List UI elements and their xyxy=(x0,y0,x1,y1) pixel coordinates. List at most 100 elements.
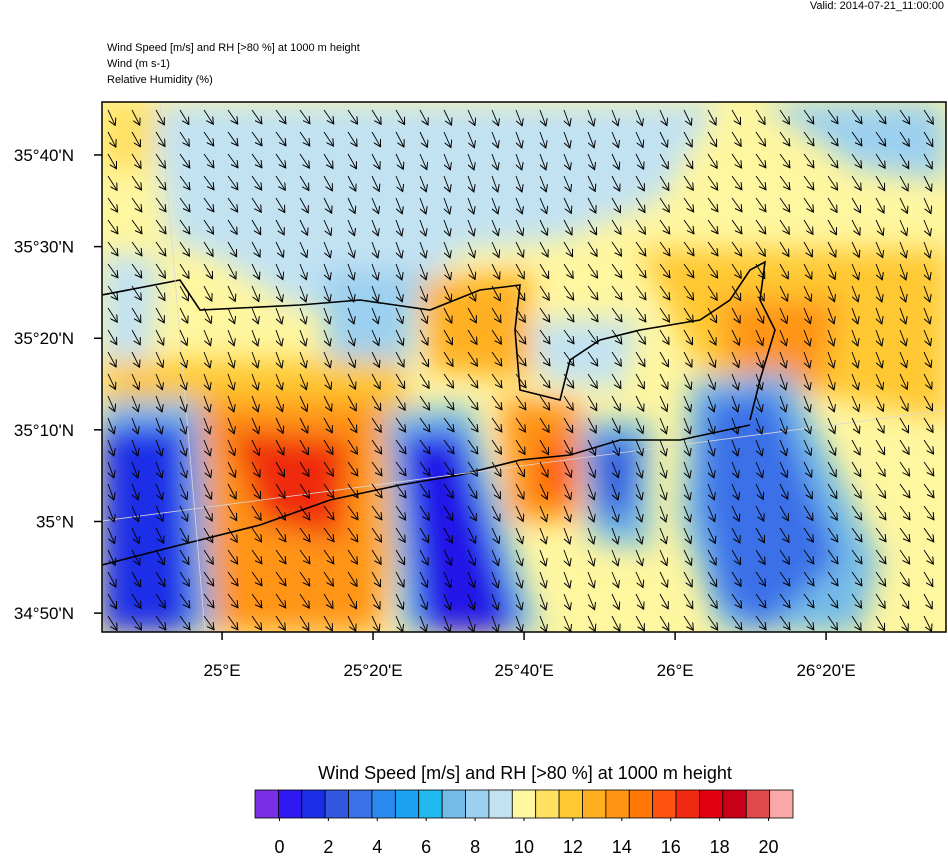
wind-arrow xyxy=(707,395,714,412)
wind-arrow xyxy=(227,373,234,390)
wind-arrow xyxy=(875,483,886,498)
wind-arrow xyxy=(827,461,836,477)
wind-arrow xyxy=(419,175,426,192)
wind-arrow xyxy=(491,571,498,588)
wind-arrow xyxy=(395,131,404,147)
wind-arrow xyxy=(659,153,668,169)
wind-arrow xyxy=(731,351,739,368)
wind-arrow xyxy=(443,263,451,280)
wind-arrow xyxy=(323,351,330,368)
wind-arrow xyxy=(923,505,934,520)
wind-arrow xyxy=(539,219,547,235)
wind-arrow xyxy=(395,307,403,324)
wind-arrow xyxy=(851,461,861,477)
wind-arrow xyxy=(683,483,690,500)
wind-arrow xyxy=(395,351,404,367)
wind-arrow xyxy=(899,461,910,476)
wind-arrow xyxy=(203,307,211,323)
wind-arrow xyxy=(275,197,285,213)
wind-arrow xyxy=(179,549,189,565)
wind-arrow xyxy=(755,549,765,564)
wind-arrow xyxy=(443,549,452,565)
wind-arrow xyxy=(275,615,285,630)
wind-arrow xyxy=(203,263,212,279)
wind-arrow xyxy=(107,373,115,389)
wind-arrow xyxy=(251,351,258,368)
wind-arrow xyxy=(539,263,549,279)
wind-arrow xyxy=(611,197,620,213)
wind-arrow xyxy=(803,175,814,190)
wind-arrow xyxy=(635,439,642,456)
wind-arrow xyxy=(587,593,595,610)
wind-arrow xyxy=(155,263,165,278)
wind-arrow xyxy=(731,285,741,301)
wind-arrow xyxy=(515,285,525,301)
wind-arrow xyxy=(563,131,570,148)
wind-arrow xyxy=(371,461,382,476)
wind-arrow xyxy=(731,175,742,190)
wind-arrow xyxy=(875,527,886,542)
colorbar-box xyxy=(441,789,466,819)
wind-arrow xyxy=(779,131,790,146)
wind-arrow xyxy=(659,329,669,344)
wind-arrow xyxy=(803,461,812,477)
wind-arrow xyxy=(803,197,813,212)
wind-arrow xyxy=(611,571,619,588)
wind-arrow xyxy=(587,395,597,411)
wind-arrow xyxy=(419,571,427,587)
wind-arrow xyxy=(803,483,812,499)
wind-arrow xyxy=(755,439,762,456)
wind-arrow xyxy=(731,483,739,500)
wind-arrow xyxy=(395,549,405,565)
wind-arrow xyxy=(515,549,522,566)
wind-arrow xyxy=(491,285,500,301)
wind-arrow xyxy=(371,241,378,258)
wind-arrow xyxy=(131,615,141,630)
wind-arrow xyxy=(683,219,694,234)
wind-arrow xyxy=(923,219,930,236)
wind-arrow xyxy=(443,527,452,543)
colorbar-tick-label: 4 xyxy=(372,837,382,854)
wind-arrow xyxy=(803,593,814,608)
wind-arrow xyxy=(491,153,498,170)
wind-arrow xyxy=(275,527,286,542)
wind-arrow xyxy=(707,417,714,434)
wind-arrow xyxy=(443,505,453,521)
wind-arrow xyxy=(491,417,502,432)
wind-arrow xyxy=(395,197,402,214)
wind-arrow xyxy=(851,153,862,168)
wind-arrow xyxy=(107,461,114,478)
wind-arrow xyxy=(155,439,162,456)
y-tick-label: 35°40'N xyxy=(14,146,74,165)
wind-arrow xyxy=(659,395,667,411)
wind-arrow xyxy=(587,263,598,278)
wind-arrow xyxy=(419,593,427,610)
wind-arrow xyxy=(203,285,212,301)
wind-arrow xyxy=(299,219,308,235)
wind-arrow xyxy=(851,395,859,412)
wind-arrow xyxy=(395,593,403,609)
wind-arrow xyxy=(131,395,138,412)
wind-arrow xyxy=(707,307,717,323)
wind-arrow xyxy=(563,615,571,632)
wind-arrow xyxy=(803,549,814,564)
wind-arrow xyxy=(779,593,790,608)
wind-arrow xyxy=(923,153,932,169)
wind-arrow xyxy=(179,351,187,368)
wind-arrow xyxy=(683,373,691,389)
wind-arrow xyxy=(275,307,282,324)
wind-arrow xyxy=(515,219,523,236)
wind-arrow xyxy=(131,483,138,500)
wind-arrow xyxy=(851,219,860,235)
wind-arrow xyxy=(299,527,310,542)
wind-arrow xyxy=(659,439,666,456)
wind-arrow xyxy=(731,153,742,168)
wind-arrow xyxy=(251,219,261,235)
wind-arrow xyxy=(899,571,909,586)
wind-arrow xyxy=(707,615,718,630)
colorbar-box xyxy=(605,789,630,819)
wind-arrow xyxy=(179,241,189,256)
wind-arrow xyxy=(443,615,450,632)
wind-arrow xyxy=(395,373,405,389)
wind-arrow xyxy=(107,263,118,278)
